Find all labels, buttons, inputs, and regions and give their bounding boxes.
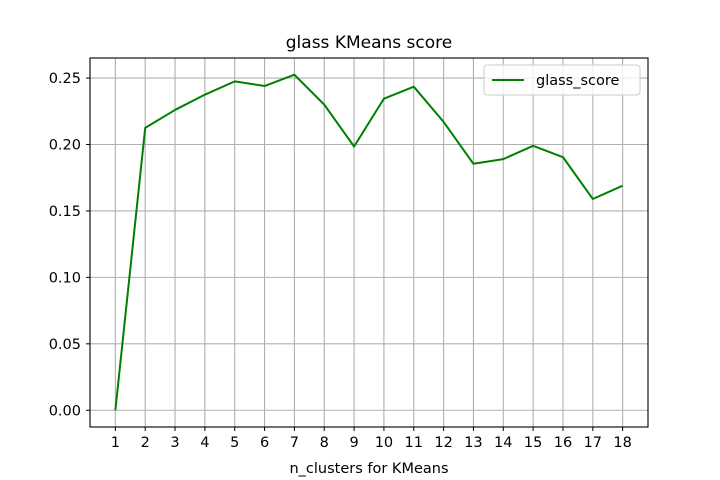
y-tick-label: 0.10 xyxy=(49,270,81,286)
legend-label: glass_score xyxy=(536,73,620,89)
x-tick-label: 16 xyxy=(554,435,572,451)
legend-box xyxy=(483,64,641,96)
x-tick-label: 5 xyxy=(230,435,239,451)
x-tick-label: 4 xyxy=(200,435,209,451)
series-group xyxy=(114,73,624,411)
plot-frame xyxy=(89,57,649,428)
x-tick-label: 12 xyxy=(434,435,452,451)
grid xyxy=(90,58,648,427)
x-axis: 1 2 3 4 5 6 7 8 9 10 11 12 13 14 15 16 17 18 xyxy=(111,427,632,451)
x-tick-label: 18 xyxy=(613,435,631,451)
x-tick-label: 14 xyxy=(494,435,512,451)
x-tick-label: 6 xyxy=(260,435,269,451)
x-axis-label: n_clusters for KMeans xyxy=(289,461,448,477)
x-tick-label: 17 xyxy=(584,435,602,451)
x-tick-label: 8 xyxy=(320,435,329,451)
y-tick-label: 0.20 xyxy=(49,138,81,154)
legend: glass_score xyxy=(483,64,641,96)
y-tick-label: 0.05 xyxy=(49,337,81,353)
y-tick-label: 0.25 xyxy=(49,71,81,87)
y-tick-label: 0.15 xyxy=(49,204,81,220)
series-line xyxy=(114,73,624,411)
x-tick-label: 2 xyxy=(141,435,150,451)
x-tick-label: 3 xyxy=(170,435,179,451)
x-tick-label: 13 xyxy=(464,435,482,451)
y-tick-label: 0.00 xyxy=(49,403,81,419)
x-tick-label: 9 xyxy=(349,435,358,451)
x-tick-label: 11 xyxy=(405,435,423,451)
chart-title: glass KMeans score xyxy=(286,33,452,53)
x-tick-label: 1 xyxy=(111,435,120,451)
x-tick-label: 7 xyxy=(290,435,299,451)
x-tick-label: 15 xyxy=(524,435,542,451)
y-axis: 0.00 0.05 0.10 0.15 0.20 0.25 xyxy=(49,71,90,419)
x-tick-label: 10 xyxy=(375,435,393,451)
